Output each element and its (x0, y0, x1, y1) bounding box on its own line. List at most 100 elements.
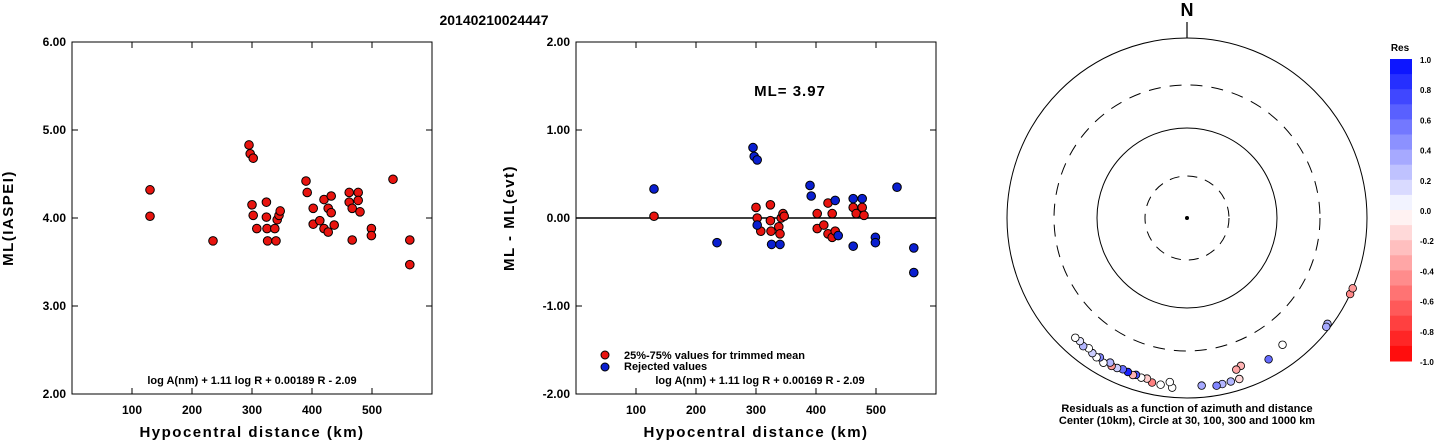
data-point (275, 206, 286, 216)
data-point (388, 174, 398, 185)
x-tick-label: 400 (302, 403, 322, 417)
x-tick-label: 500 (866, 403, 886, 417)
legend-blue-marker (600, 362, 610, 372)
station-residual-point (1156, 380, 1165, 389)
data-point (329, 220, 340, 230)
colorbar-tick-label: -0.4 (1420, 267, 1434, 276)
plot1-formula: log A(nm) + 1.11 log R + 0.00189 R - 2.0… (147, 375, 356, 387)
data-point (353, 195, 364, 206)
colorbar-swatch (1390, 330, 1412, 347)
x-tick-label: 100 (122, 403, 142, 417)
station-residual-point (1212, 381, 1221, 390)
station-residual-point (1348, 284, 1357, 293)
legend-blue-label: Rejected values (624, 361, 707, 373)
y-tick-label: 5.00 (43, 123, 67, 137)
data-point-rejected (806, 191, 817, 201)
plot2-points (649, 142, 919, 278)
colorbar-swatch (1390, 134, 1412, 151)
data-point-trimmed (649, 211, 659, 222)
colorbar-swatch (1390, 194, 1412, 211)
station-residual-point (1226, 377, 1236, 386)
y-tick-label: 6.00 (43, 35, 67, 49)
data-point-rejected (833, 230, 844, 241)
colorbar-swatch (1390, 59, 1412, 75)
y-tick-label: -1.00 (543, 299, 571, 313)
colorbar-tick-label: -0.2 (1420, 237, 1434, 246)
north-label: N (1181, 0, 1194, 20)
circle-100km (1096, 127, 1278, 309)
colorbar-swatch (1390, 225, 1412, 241)
data-point-trimmed (859, 210, 869, 221)
plot2-formula: log A(nm) + 1.11 log R + 0.00169 R - 2.0… (655, 375, 864, 387)
colorbar-swatch (1390, 285, 1412, 302)
data-point (261, 197, 272, 207)
plot2: -2.00 -1.00 0.00 1.00 2.00 100 200 300 400 500 Hy… (501, 35, 937, 441)
colorbar-tick-label: -0.8 (1420, 328, 1434, 337)
colorbar-swatch (1390, 164, 1412, 181)
y-tick-label: 2.00 (43, 387, 67, 401)
data-point-rejected (830, 195, 841, 206)
x-tick-label: 100 (626, 403, 646, 417)
colorbar-title: Res (1391, 43, 1410, 54)
station-residual-point (1322, 322, 1331, 332)
data-point-trimmed (857, 202, 868, 213)
colorbar-tick-label: 0.4 (1420, 147, 1432, 156)
x-tick-label: 400 (806, 403, 826, 417)
station-residual-point (1264, 355, 1273, 364)
data-point (326, 191, 337, 201)
colorbar-tick-label: 0.6 (1420, 116, 1432, 125)
data-point (244, 140, 254, 150)
colorbar-swatch (1390, 270, 1412, 286)
center-dot (1185, 216, 1189, 220)
station-residual-point (1071, 333, 1080, 342)
colorbar-tick-label: -0.6 (1420, 298, 1434, 307)
plot2-ml-text: ML= 3.97 (754, 83, 826, 100)
station-residual-point (1235, 374, 1244, 384)
data-point-trimmed (812, 208, 823, 219)
data-point (405, 235, 415, 245)
x-tick-label: 300 (242, 403, 262, 417)
plot1: 2.00 3.00 4.00 5.00 6.00 100 200 300 400 500 Hypo… (0, 35, 433, 441)
x-tick-label: 300 (746, 403, 766, 417)
y-tick-label: 4.00 (43, 211, 67, 225)
data-point-trimmed (779, 211, 790, 222)
polar-caption-1: Residuals as a function of azimuth and d… (1061, 403, 1312, 415)
y-tick-label: -2.00 (543, 387, 571, 401)
data-point (344, 187, 355, 198)
data-point (302, 187, 313, 198)
data-point-rejected (909, 243, 919, 253)
y-tick-label: 1.00 (547, 123, 571, 137)
data-point (353, 187, 364, 198)
polar-caption-2: Center (10km), Circle at 30, 100, 300 an… (1059, 415, 1315, 427)
data-point-trimmed (775, 229, 785, 239)
data-point-trimmed (819, 220, 829, 230)
data-point-rejected (712, 237, 722, 248)
colorbar-swatch (1390, 345, 1412, 362)
colorbar-swatch (1390, 210, 1412, 226)
colorbar-tick-label: -1.0 (1420, 358, 1434, 367)
data-point (405, 259, 415, 270)
station-residual-point (1232, 365, 1241, 374)
x-tick-label: 200 (686, 403, 706, 417)
colorbar-tick-label: 0.0 (1420, 207, 1432, 216)
x-tick-label: 500 (362, 403, 382, 417)
data-point (315, 215, 325, 226)
colorbar-tick-label: 0.8 (1420, 86, 1432, 95)
data-point-rejected (870, 237, 881, 248)
data-point (247, 200, 257, 210)
plot1-xlabel: Hypocentral distance (km) (139, 424, 364, 441)
colorbar-swatch (1390, 119, 1412, 135)
data-point (301, 176, 311, 186)
colorbar-swatch (1390, 89, 1412, 105)
y-tick-label: 0.00 (547, 211, 571, 225)
data-point (248, 210, 258, 221)
data-point-rejected (892, 182, 902, 192)
data-point-rejected (748, 142, 758, 153)
data-point-rejected (649, 184, 659, 194)
station-residual-point (1278, 340, 1287, 349)
data-point (208, 236, 218, 246)
data-point (347, 235, 358, 245)
data-point-rejected (848, 241, 859, 251)
circle-30km (1144, 175, 1230, 261)
